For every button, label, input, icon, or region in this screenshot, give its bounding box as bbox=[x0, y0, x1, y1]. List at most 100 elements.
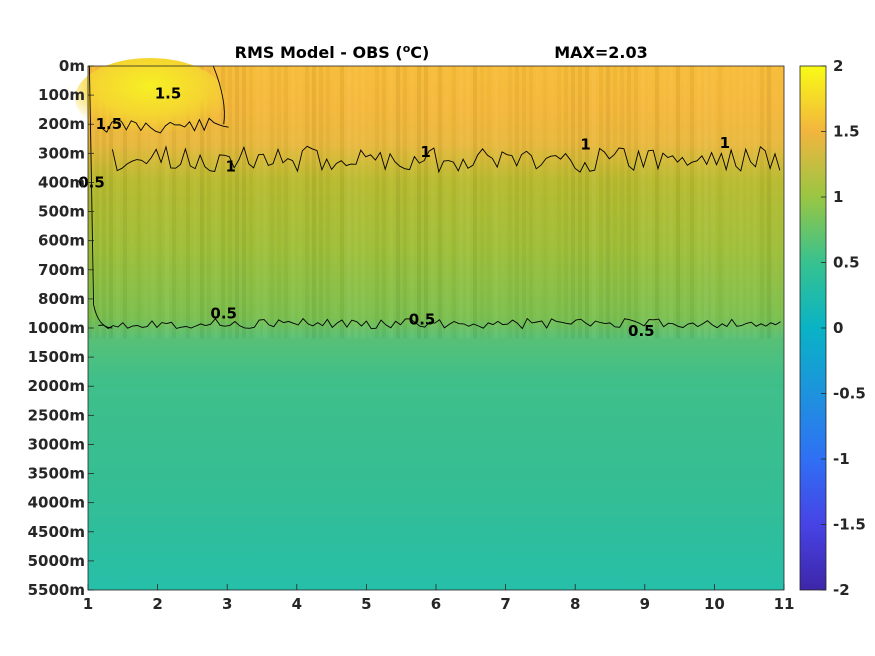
x-tick-label: 4 bbox=[292, 595, 302, 613]
field-stripe bbox=[109, 66, 113, 339]
field-stripe bbox=[662, 66, 666, 339]
contour-line-1.5-cell bbox=[212, 65, 225, 125]
contour-label: 0.5 bbox=[409, 310, 436, 328]
field-stripe bbox=[298, 66, 302, 338]
field-stripe bbox=[466, 66, 470, 339]
field-stripe bbox=[249, 66, 253, 338]
field-stripe bbox=[480, 66, 484, 338]
y-tick-label: 2500m bbox=[28, 406, 85, 424]
field-stripe bbox=[340, 66, 344, 339]
field-stripe bbox=[634, 66, 638, 338]
field-stripe bbox=[606, 66, 610, 339]
field-stripe bbox=[312, 66, 316, 339]
field-stripe bbox=[354, 66, 358, 339]
field-stripe bbox=[704, 66, 708, 339]
field-stripe bbox=[333, 66, 337, 338]
field-stripe bbox=[655, 66, 659, 339]
chart-title: RMS Model - OBS (oC) bbox=[235, 42, 430, 62]
field-stripe bbox=[368, 66, 372, 338]
y-tick-label: 200m bbox=[38, 115, 85, 133]
x-tick-label: 11 bbox=[774, 595, 795, 613]
title-unit-tail: C) bbox=[410, 43, 429, 62]
colorbar-tick-label: -2 bbox=[833, 581, 850, 599]
field-stripe bbox=[424, 66, 428, 339]
field-stripe bbox=[739, 66, 743, 339]
y-tick-label: 300m bbox=[38, 144, 85, 162]
colorbar-tick-label: 0.5 bbox=[833, 254, 860, 272]
field-background bbox=[88, 66, 784, 590]
contour-label: 1 bbox=[720, 134, 730, 152]
contour-line-edge bbox=[88, 65, 113, 329]
field-stripe bbox=[305, 66, 309, 339]
y-tick-label: 4000m bbox=[28, 494, 85, 512]
field-stripe bbox=[732, 66, 736, 338]
field-stripe bbox=[620, 66, 624, 338]
y-tick-label: 500m bbox=[38, 203, 85, 221]
field-stripe bbox=[291, 66, 295, 339]
contour-label: 1 bbox=[420, 143, 430, 161]
contour-label: 1.5 bbox=[155, 85, 182, 103]
x-tick-label: 5 bbox=[361, 595, 371, 613]
field-stripe bbox=[487, 66, 491, 338]
field-stripes bbox=[88, 66, 785, 339]
contour-line-1.5 bbox=[101, 117, 229, 134]
field-stripe bbox=[648, 66, 652, 338]
field-stripe bbox=[270, 66, 274, 338]
field-stripe bbox=[711, 66, 715, 339]
y-tick-label: 3000m bbox=[28, 435, 85, 453]
field-stripe bbox=[186, 66, 190, 339]
field-stripe bbox=[697, 66, 701, 339]
field-stripe bbox=[627, 66, 631, 339]
x-tick-label: 2 bbox=[152, 595, 162, 613]
x-tick-label: 8 bbox=[570, 595, 580, 613]
field-stripe bbox=[683, 66, 687, 338]
field-stripe bbox=[613, 66, 617, 338]
plot-area: 1.51.511 1 10.50.5 0.50.5 bbox=[75, 58, 785, 591]
max-label: MAX=2.03 bbox=[554, 43, 648, 62]
field-stripe bbox=[228, 66, 232, 338]
x-tick-label: 10 bbox=[704, 595, 725, 613]
field-stripe bbox=[515, 66, 519, 339]
field-stripe bbox=[522, 66, 526, 338]
x-tick-label: 6 bbox=[431, 595, 441, 613]
colorbar-tick-label: -1 bbox=[833, 450, 850, 468]
x-tick-label: 7 bbox=[500, 595, 510, 613]
field-stripe bbox=[760, 66, 764, 338]
field-stripe bbox=[557, 66, 561, 338]
field-stripe bbox=[347, 66, 351, 339]
colorbar-ticks: 2 1.5 1 0.5 0 -0.5 -1 -1.5 -2 bbox=[821, 57, 866, 599]
contour-label: 1.5 bbox=[96, 115, 123, 133]
field-stripe bbox=[242, 66, 246, 339]
field-stripe bbox=[725, 66, 729, 339]
y-tick-label: 3500m bbox=[28, 465, 85, 483]
contour-lines bbox=[88, 65, 781, 330]
field-stripe bbox=[592, 66, 596, 339]
field-stripe bbox=[277, 66, 281, 338]
field-stripe bbox=[200, 66, 204, 339]
field-stripe bbox=[718, 66, 722, 338]
field-stripe bbox=[774, 66, 778, 338]
field-stripe bbox=[256, 66, 260, 338]
field-stripe bbox=[221, 66, 225, 339]
y-tick-label: 2000m bbox=[28, 377, 85, 395]
colorbar-tick-label: -1.5 bbox=[833, 516, 866, 534]
field-stripe bbox=[641, 66, 645, 339]
y-tick-label: 5000m bbox=[28, 552, 85, 570]
field-stripe bbox=[396, 66, 400, 339]
field-stripe bbox=[781, 66, 785, 338]
field-stripe bbox=[543, 66, 547, 338]
title-main: RMS Model - OBS ( bbox=[235, 43, 403, 62]
y-tick-label: 400m bbox=[38, 173, 85, 191]
field-stripe bbox=[599, 66, 603, 338]
field-stripe bbox=[382, 66, 386, 338]
field-stripe bbox=[431, 66, 435, 338]
y-tick-label: 5500m bbox=[28, 581, 85, 599]
field-stripe bbox=[494, 66, 498, 339]
colorbar: 2 1.5 1 0.5 0 -0.5 -1 -1.5 -2 bbox=[799, 57, 866, 599]
field-stripe bbox=[326, 66, 330, 338]
y-tick-label: 700m bbox=[38, 261, 85, 279]
field-stripe bbox=[690, 66, 694, 339]
field-stripe bbox=[438, 66, 442, 339]
contour-label: 1 bbox=[225, 157, 235, 175]
